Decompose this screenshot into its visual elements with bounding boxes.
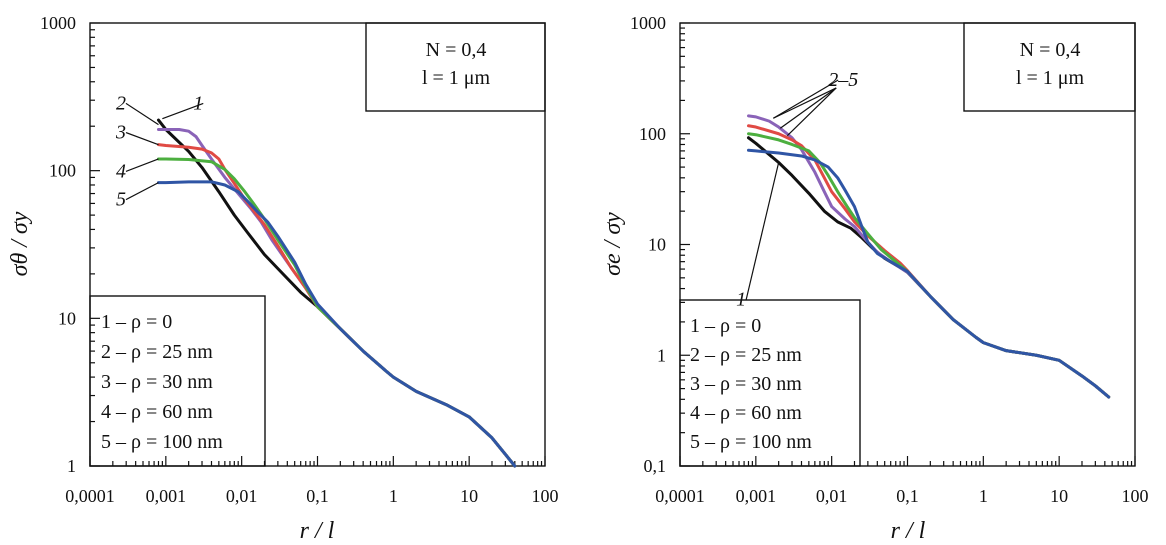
left-axis-ticks: 0,0001 0,001 0,01 0,1 1 10 100 1 10 100 1000: [40, 13, 559, 506]
right-curve-label-2–5: 2–5: [828, 69, 858, 91]
left-legend-box: [89, 295, 266, 467]
left-parameter-line2: l = 1 μm: [422, 67, 491, 89]
left-legend-item-1: 1 – ρ = 0: [101, 311, 172, 333]
right-curve-label-1: 1: [736, 289, 746, 311]
right-curve-2: [746, 114, 1111, 399]
left-curve-label-2: 2: [116, 92, 126, 114]
right-y-tick-label: 0,1: [644, 456, 667, 476]
left-legend-item-2: 2 – ρ = 25 nm: [101, 341, 213, 363]
left-y-tick-label: 100: [49, 161, 76, 181]
right-curve-label-leader: [745, 162, 780, 300]
right-parameter-line1: N = 0,4: [1020, 39, 1081, 61]
left-curve-label-1: 1: [193, 92, 203, 114]
left-x-tick-label: 100: [532, 486, 559, 506]
left-y-tick-label: 10: [58, 308, 76, 328]
right-curve-3: [746, 124, 1111, 399]
left-curve-label-leader: [125, 158, 159, 172]
right-curve-4: [746, 132, 1111, 399]
left-curve-label-3: 3: [115, 122, 126, 144]
left-y-axis-label: σθ / σy: [7, 211, 33, 276]
left-x-tick-label: 1: [389, 486, 398, 506]
left-curve-label-leader: [125, 102, 159, 126]
right-y-tick-label: 1: [657, 345, 666, 365]
right-curve-label-leader: [779, 87, 837, 129]
right-x-tick-label: 0,0001: [655, 486, 705, 506]
left-x-tick-label: 0,1: [306, 486, 329, 506]
left-parameter-box: [365, 22, 546, 112]
right-parameter-line2: l = 1 μm: [1016, 67, 1085, 89]
right-y-tick-label: 100: [639, 124, 666, 144]
right-curve-5: [746, 148, 1111, 399]
left-legend-item-3: 3 – ρ = 30 nm: [101, 371, 213, 393]
left-x-axis-label: r / l: [300, 518, 335, 544]
right-y-tick-label: 10: [648, 235, 666, 255]
right-x-tick-label: 1: [979, 486, 988, 506]
right-legend-item-4: 4 – ρ = 60 nm: [690, 402, 802, 424]
left-legend-item-4: 4 – ρ = 60 nm: [101, 401, 213, 423]
left-curves: [156, 118, 517, 468]
left-curve-labels: 1 2 3 4 5: [115, 92, 204, 211]
left-curve-label-5: 5: [116, 189, 126, 211]
left-x-tick-label: 10: [460, 486, 478, 506]
left-parameter-line1: N = 0,4: [426, 39, 487, 61]
left-curve-label-leader: [162, 102, 204, 120]
right-parameter-box: [963, 22, 1136, 112]
right-curves: [746, 114, 1111, 399]
right-plot-frame: [679, 22, 1136, 467]
right-legend-item-3: 3 – ρ = 30 nm: [690, 373, 802, 395]
right-legend-item-5: 5 – ρ = 100 nm: [690, 431, 812, 453]
left-curve-label-4: 4: [116, 160, 126, 182]
right-curve-label-leader: [786, 87, 837, 137]
right-legend-item-1: 1 – ρ = 0: [690, 315, 761, 337]
right-curve-labels: 2–5 1: [736, 69, 858, 311]
left-x-tick-label: 0,001: [146, 486, 187, 506]
right-x-tick-label: 0,001: [736, 486, 777, 506]
right-curve-label-leader: [773, 87, 837, 119]
left-x-tick-label: 0,0001: [65, 486, 115, 506]
right-x-tick-label: 10: [1050, 486, 1068, 506]
right-curve-label-leader: [773, 79, 839, 119]
right-legend-item-2: 2 – ρ = 25 nm: [690, 344, 802, 366]
right-x-axis-label: r / l: [891, 518, 926, 544]
right-legend-box: [679, 299, 861, 467]
left-chart-panel: N = 0,4 l = 1 μm 1 – ρ = 0 2 – ρ = 25 nm…: [7, 13, 559, 544]
right-y-tick-label: 1000: [630, 13, 666, 33]
left-plot-frame: [89, 22, 546, 467]
right-axis-ticks: 0,0001 0,001 0,01 0,1 1 10 100 0,1 1 10 100 1000: [630, 13, 1149, 506]
right-x-tick-label: 100: [1122, 486, 1149, 506]
right-y-axis-label: σe / σy: [600, 212, 626, 276]
left-x-tick-label: 0,01: [226, 486, 258, 506]
left-y-tick-label: 1000: [40, 13, 76, 33]
left-legend-item-5: 5 – ρ = 100 nm: [101, 431, 223, 453]
left-y-tick-label: 1: [67, 456, 76, 476]
right-chart-panel: N = 0,4 l = 1 μm 1 – ρ = 0 2 – ρ = 25 nm…: [600, 13, 1149, 544]
right-x-tick-label: 0,01: [816, 486, 848, 506]
left-curve-label-leader: [125, 182, 159, 201]
left-curve-5: [156, 180, 517, 468]
left-curve-label-leader: [125, 131, 159, 146]
right-x-tick-label: 0,1: [896, 486, 919, 506]
